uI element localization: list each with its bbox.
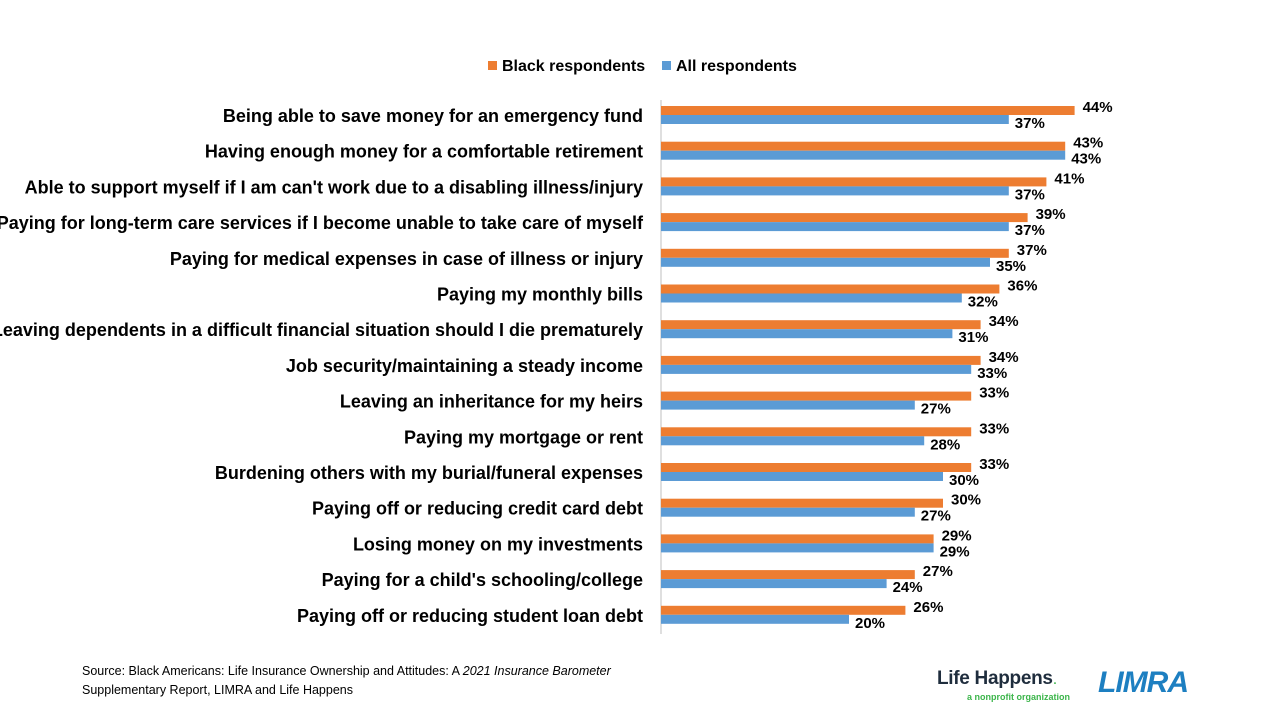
bar-all-respondents [661, 150, 1066, 160]
bar-all-respondents [661, 507, 915, 517]
source-note: Source: Black Americans: Life Insurance … [82, 662, 682, 700]
bar-black-respondents [661, 391, 972, 401]
bar-black-respondents [661, 320, 981, 330]
bar-black-respondents [661, 248, 1009, 258]
category-label: Paying for a child's schooling/college [322, 570, 643, 590]
bar-all-respondents [661, 329, 953, 339]
category-label: Paying off or reducing credit card debt [312, 499, 643, 519]
bar-black-respondents [661, 355, 981, 365]
category-label: Leaving an inheritance for my heirs [340, 392, 643, 412]
category-label: Leaving dependents in a difficult financ… [0, 320, 643, 340]
category-label: Paying for long-term care services if I … [0, 213, 644, 233]
data-label: 32% [968, 294, 998, 311]
data-label: 37% [1015, 186, 1045, 203]
category-label: Paying off or reducing student loan debt [297, 606, 643, 626]
data-label: 34% [989, 313, 1019, 330]
data-label: 29% [942, 527, 972, 544]
source-text-italic: 2021 Insurance Barometer [462, 664, 611, 678]
legend-swatch [662, 61, 671, 70]
data-label: 36% [1007, 278, 1037, 295]
bar-black-respondents [661, 605, 906, 615]
legend-label: All respondents [676, 58, 797, 75]
data-label: 41% [1054, 170, 1084, 187]
category-label: Job security/maintaining a steady income [286, 356, 643, 376]
chart-legend: Black respondents All respondents [488, 58, 797, 75]
bar-all-respondents [661, 364, 972, 374]
category-label: Losing money on my investments [353, 534, 643, 554]
data-label: 33% [979, 420, 1009, 437]
data-label: 37% [1015, 115, 1045, 132]
bar-black-respondents [661, 427, 972, 437]
data-label: 27% [921, 508, 951, 525]
data-label: 26% [913, 599, 943, 616]
source-text-1: Source: Black Americans: Life Insurance … [82, 664, 463, 678]
bar-all-respondents [661, 543, 934, 553]
bar-black-respondents [661, 534, 934, 544]
legend-label: Black respondents [502, 58, 645, 75]
category-label: Paying my monthly bills [437, 285, 643, 305]
life-happens-logo-subtitle: a nonprofit organization [967, 692, 1070, 702]
data-label: 33% [979, 456, 1009, 473]
bar-black-respondents [661, 177, 1047, 187]
data-label: 27% [921, 401, 951, 418]
bar-black-respondents [661, 284, 1000, 294]
limra-logo: LIMRA [1098, 666, 1189, 699]
bar-all-respondents [661, 472, 943, 481]
value-labels: 44%37%43%43%41%37%39%37%37%35%36%32%34%3… [855, 99, 1113, 632]
data-label: 30% [951, 492, 981, 509]
data-label: 24% [893, 579, 923, 596]
category-label: Having enough money for a comfortable re… [205, 142, 643, 162]
data-label: 43% [1073, 135, 1103, 152]
category-label: Paying my mortgage or rent [404, 427, 643, 447]
bar-all-respondents [661, 614, 849, 624]
logo-dot: . [1052, 671, 1058, 688]
category-label: Able to support myself if I am can't wor… [25, 177, 643, 197]
category-label: Paying for medical expenses in case of i… [170, 249, 643, 269]
data-label: 35% [996, 258, 1026, 275]
data-label: 28% [930, 436, 960, 453]
bar-series [661, 106, 1075, 624]
bar-black-respondents [661, 498, 943, 508]
data-label: 20% [855, 615, 885, 632]
bar-black-respondents [661, 570, 915, 580]
category-label: Burdening others with my burial/funeral … [215, 463, 643, 483]
data-label: 33% [979, 385, 1009, 402]
category-labels: Being able to save money for an emergenc… [0, 106, 644, 626]
bar-all-respondents [661, 293, 962, 303]
data-label: 27% [923, 563, 953, 580]
bar-all-respondents [661, 115, 1009, 124]
bar-all-respondents [661, 257, 990, 267]
bar-black-respondents [661, 106, 1075, 115]
data-label: 33% [977, 365, 1007, 382]
bar-black-respondents [661, 213, 1028, 223]
category-label: Being able to save money for an emergenc… [223, 106, 643, 126]
bar-all-respondents [661, 186, 1009, 196]
bar-black-respondents [661, 463, 972, 472]
data-label: 31% [958, 329, 988, 346]
data-label: 44% [1083, 99, 1113, 116]
life-happens-logo-text: Life Happens [937, 668, 1053, 689]
source-text-2: Supplementary Report, LIMRA and Life Hap… [82, 683, 353, 697]
data-label: 37% [1015, 222, 1045, 239]
data-label: 29% [940, 543, 970, 560]
data-label: 37% [1017, 242, 1047, 259]
bar-all-respondents [661, 579, 887, 589]
legend-swatch [488, 61, 497, 70]
data-label: 39% [1036, 206, 1066, 223]
life-happens-logo: Life Happens. a nonprofit organization [937, 668, 1077, 708]
bar-all-respondents [661, 400, 915, 410]
data-label: 30% [949, 472, 979, 489]
data-label: 43% [1071, 151, 1101, 168]
bar-all-respondents [661, 222, 1009, 232]
bar-all-respondents [661, 436, 925, 446]
bar-black-respondents [661, 141, 1066, 151]
data-label: 34% [989, 349, 1019, 366]
